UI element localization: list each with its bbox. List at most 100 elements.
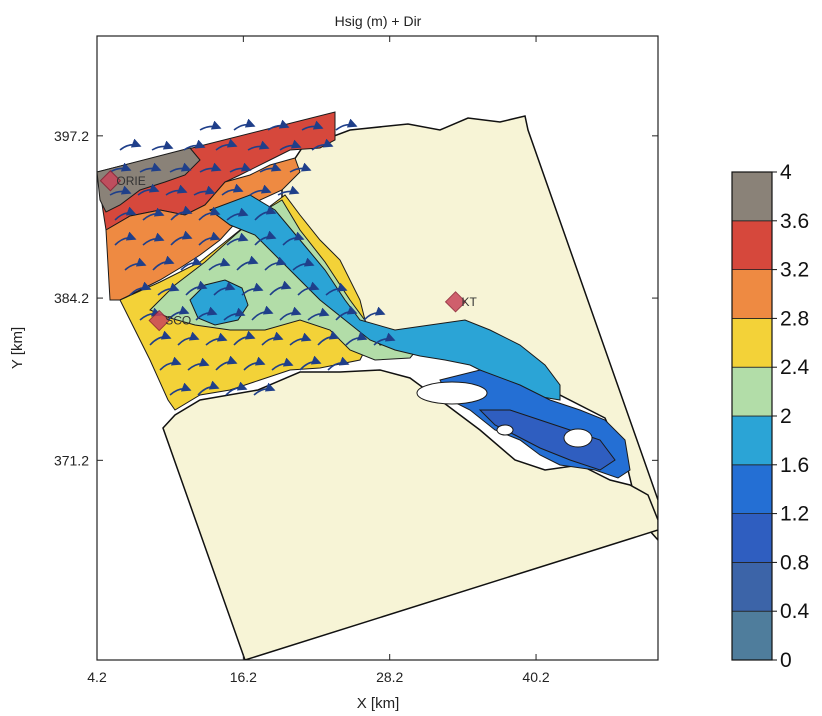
station-marker xyxy=(148,309,170,332)
direction-arrow xyxy=(226,232,249,246)
direction-arrow xyxy=(149,330,172,346)
direction-arrow xyxy=(247,140,270,151)
direction-arrow xyxy=(241,282,264,296)
direction-arrow xyxy=(373,332,396,346)
x-tick-label: 4.2 xyxy=(87,669,107,685)
direction-arrow xyxy=(226,207,249,221)
direction-arrow xyxy=(335,118,358,131)
direction-arrow xyxy=(109,162,132,173)
direction-arrow xyxy=(199,162,222,173)
direction-arrow xyxy=(213,281,236,296)
direction-arrow xyxy=(254,230,277,246)
direction-arrow xyxy=(301,120,324,131)
y-axis-label: Y [km] xyxy=(9,327,26,369)
x-tick-label: 40.2 xyxy=(522,669,549,685)
colorbar-swatch xyxy=(731,171,773,222)
island-1 xyxy=(416,381,488,405)
direction-arrow xyxy=(169,162,192,173)
direction-arrow xyxy=(253,382,276,396)
station-marker xyxy=(444,291,467,313)
direction-arrow xyxy=(236,255,259,271)
station-label: ORIE xyxy=(116,174,145,188)
colorbar-swatch xyxy=(731,317,773,368)
direction-arrow xyxy=(307,307,330,321)
chart-title: Hsig (m) + Dir xyxy=(335,13,422,29)
direction-arrow xyxy=(119,138,142,151)
station-marker xyxy=(99,170,122,192)
colorbar-label: 0.4 xyxy=(780,600,810,623)
direction-arrow xyxy=(185,280,208,296)
colorbar-swatch xyxy=(731,269,773,319)
colorbar-label: 0 xyxy=(780,649,792,672)
x-tick-label: 16.2 xyxy=(230,669,257,685)
y-axis: 397.2 384.2 371.2 xyxy=(54,128,658,468)
island-2 xyxy=(563,428,593,448)
island-3 xyxy=(496,424,514,436)
direction-arrow xyxy=(142,232,165,246)
direction-arrow xyxy=(289,162,312,173)
y-tick-label: 371.2 xyxy=(54,452,89,468)
direction-arrow xyxy=(139,162,162,173)
direction-arrow xyxy=(297,281,320,296)
direction-arrow xyxy=(197,380,220,396)
direction-arrow xyxy=(129,281,152,296)
x-axis-label: X [km] xyxy=(357,695,400,712)
direction-arrow xyxy=(317,330,340,346)
x-tick-label: 28.2 xyxy=(376,669,403,685)
direction-arrow xyxy=(208,257,231,271)
colorbar-label: 1.2 xyxy=(780,503,809,526)
direction-arrow xyxy=(170,205,193,221)
direction-arrow xyxy=(233,118,256,131)
colorbar-label: 0.8 xyxy=(780,551,809,574)
colorbar-swatch xyxy=(731,562,773,612)
direction-arrow xyxy=(282,231,305,246)
direction-arrow xyxy=(159,356,182,371)
direction-arrow xyxy=(195,306,218,321)
direction-arrow xyxy=(223,307,246,321)
colorbar-label: 3.6 xyxy=(780,210,809,233)
station-label: SCO xyxy=(165,314,191,328)
direction-arrow xyxy=(151,140,174,151)
direction-arrow xyxy=(142,207,165,221)
direction-arrow xyxy=(363,306,386,321)
direction-arrow xyxy=(157,282,180,296)
direction-arrow xyxy=(277,185,300,196)
direction-arrow xyxy=(269,280,292,296)
y-tick-label: 397.2 xyxy=(54,128,89,144)
direction-arrow xyxy=(183,139,206,151)
direction-arrow xyxy=(261,331,284,346)
direction-arrow xyxy=(215,355,238,371)
direction-arrow xyxy=(311,138,334,151)
direction-arrow xyxy=(233,330,256,346)
colorbar-label: 1.6 xyxy=(780,454,809,477)
colorbar-label: 3.2 xyxy=(780,259,809,282)
direction-arrow xyxy=(251,305,274,321)
direction-arrow xyxy=(249,184,272,196)
direction-arrow xyxy=(114,206,137,221)
colorbar-swatch xyxy=(731,513,773,563)
direction-arrow xyxy=(279,139,302,151)
direction-arrow xyxy=(325,282,348,296)
colorbar-label: 4 xyxy=(780,161,792,184)
colorbar-swatch xyxy=(731,610,773,661)
direction-arrow xyxy=(167,305,190,321)
colorbar-label: 2 xyxy=(780,405,792,428)
direction-arrow xyxy=(165,184,188,196)
colorbar-label: 2.8 xyxy=(780,307,809,330)
y-tick-label: 384.2 xyxy=(54,290,89,306)
direction-arrow xyxy=(259,162,282,173)
direction-arrow xyxy=(198,206,221,221)
direction-arrow xyxy=(114,231,137,246)
station-label: KT xyxy=(462,295,478,309)
direction-arrow xyxy=(279,306,302,321)
colorbar-swatch xyxy=(731,464,773,514)
direction-arrow xyxy=(215,138,238,151)
direction-arrow xyxy=(124,257,147,271)
direction-arrow xyxy=(205,332,228,346)
direction-arrow xyxy=(225,381,248,396)
direction-arrow xyxy=(177,331,200,346)
direction-arrow xyxy=(137,183,160,196)
direction-arrow xyxy=(243,356,266,371)
direction-arrow xyxy=(292,257,315,271)
direction-arrow xyxy=(109,185,132,196)
